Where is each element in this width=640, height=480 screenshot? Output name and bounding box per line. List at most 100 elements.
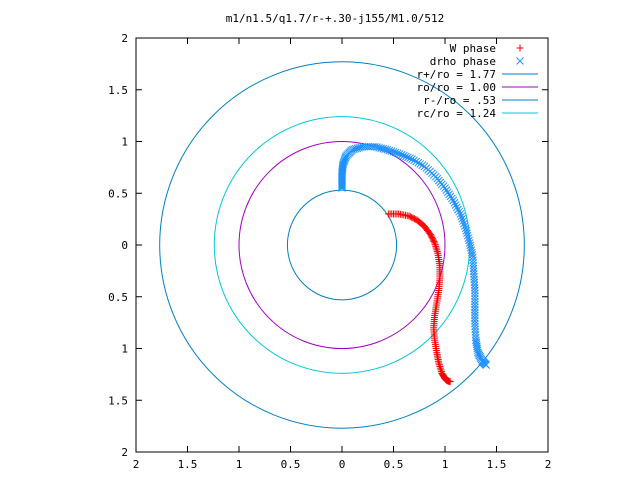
y-tick-label: 1.5	[108, 394, 128, 407]
y-tick-label: 0.5	[108, 291, 128, 304]
drho-phase-point	[340, 156, 349, 164]
w-phase-point	[430, 238, 438, 246]
drho-phase-point	[395, 150, 404, 158]
drho-phase-point	[465, 236, 473, 245]
drho-phase-point	[391, 148, 400, 157]
y-tick-label: 2	[121, 446, 128, 459]
drho-phase-point	[399, 151, 408, 160]
w-phase-point	[431, 239, 439, 247]
drho-phase-point	[383, 145, 392, 154]
x-tick-label: 2	[545, 458, 552, 471]
drho-phase-point	[406, 154, 414, 163]
drho-phase-point	[339, 160, 347, 169]
legend-swatch	[516, 57, 524, 65]
x-tick-label: 0.5	[281, 458, 301, 471]
w-phase-point	[433, 246, 441, 254]
y-tick-label: 1	[121, 343, 128, 356]
drho-phase-point	[340, 157, 348, 166]
drho-phase-point	[459, 217, 467, 226]
w-phase-point	[432, 244, 440, 252]
drho-phase-point	[387, 147, 396, 156]
drho-phase-point	[471, 306, 479, 314]
drho-phase-point	[451, 201, 460, 209]
x-tick-label: 1.5	[487, 458, 507, 471]
drho-phase-point	[449, 196, 458, 205]
x-tick-label: 0	[339, 458, 346, 471]
legend-label: rc/ro = 1.24	[417, 107, 497, 120]
drho-phase-point	[471, 294, 479, 303]
y-tick-label: 1.5	[108, 84, 128, 97]
drho-phase-point	[454, 205, 462, 214]
y-tick-label: 1	[121, 136, 128, 149]
x-tick-label: 2	[133, 458, 140, 471]
legend-label: ro/ro = 1.00	[417, 81, 496, 94]
legend-label: r-/ro = .53	[423, 94, 496, 107]
drho-phase-point	[471, 314, 479, 322]
drho-phase-point	[460, 222, 469, 230]
drho-phase-point	[418, 161, 427, 169]
drho-phase-point	[467, 248, 476, 257]
x-tick-label: 1	[442, 458, 449, 471]
phase-points	[338, 142, 491, 386]
drho-phase-point	[393, 149, 402, 158]
drho-phase-point	[402, 152, 410, 161]
drho-phase-point	[385, 146, 394, 155]
reference-circles	[159, 61, 525, 429]
legend-swatch	[516, 44, 524, 52]
legend-label: r+/ro = 1.77	[417, 68, 496, 81]
drho-phase-point	[457, 212, 466, 221]
legend-label: W phase	[450, 42, 496, 55]
w-phase-point	[433, 248, 441, 256]
y-tick-label: 0	[121, 239, 128, 252]
drho-phase-point	[471, 292, 479, 300]
drho-phase-point	[466, 243, 475, 252]
drho-phase-point	[463, 231, 472, 240]
w-phase-point	[431, 241, 439, 249]
w-phase-point	[436, 362, 444, 370]
w-phase-point	[435, 359, 443, 367]
drho-phase-point	[416, 160, 425, 168]
w-phase-point	[432, 242, 440, 250]
legend-label: drho phase	[430, 55, 496, 68]
chart-title: m1/n1.5/q1.7/r-+.30-j155/M1.0/512	[226, 12, 445, 25]
drho-phase-point	[408, 155, 416, 163]
drho-phase-point	[339, 159, 348, 167]
circle-3	[286, 189, 398, 301]
drho-phase-point	[414, 158, 423, 167]
drho-phase-point	[412, 157, 421, 166]
drho-phase-point	[455, 207, 464, 216]
drho-phase-point	[397, 150, 406, 159]
w-phase-point	[437, 366, 445, 374]
x-tick-label: 1	[236, 458, 243, 471]
drho-phase-point	[410, 156, 418, 165]
y-tick-label: 0.5	[108, 187, 128, 200]
drho-phase-point	[404, 153, 412, 162]
drho-phase-point	[471, 289, 479, 298]
drho-phase-point	[452, 203, 461, 212]
drho-phase-point	[460, 219, 468, 228]
drho-phase-point	[450, 198, 459, 207]
x-tick-label: 0.5	[384, 458, 404, 471]
circle-1	[159, 61, 525, 429]
y-tick-label: 2	[121, 32, 128, 45]
drho-phase-point	[482, 361, 491, 369]
drho-phase-point	[463, 229, 471, 238]
drho-phase-point	[458, 214, 467, 223]
drho-phase-point	[461, 224, 470, 233]
w-phase-point	[435, 361, 443, 369]
drho-phase-point	[471, 286, 479, 295]
drho-phase-point	[462, 227, 471, 235]
x-tick-label: 1.5	[178, 458, 198, 471]
drho-phase-point	[471, 297, 479, 306]
drho-phase-point	[464, 234, 473, 242]
drho-phase-point	[465, 239, 474, 247]
drho-phase-point	[471, 308, 479, 317]
circle-2	[238, 141, 446, 349]
drho-phase-point	[456, 210, 465, 218]
drho-phase-point	[389, 147, 398, 156]
drho-phase-point	[471, 300, 479, 309]
drho-phase-point	[341, 154, 349, 163]
w-phase-point	[446, 378, 454, 386]
